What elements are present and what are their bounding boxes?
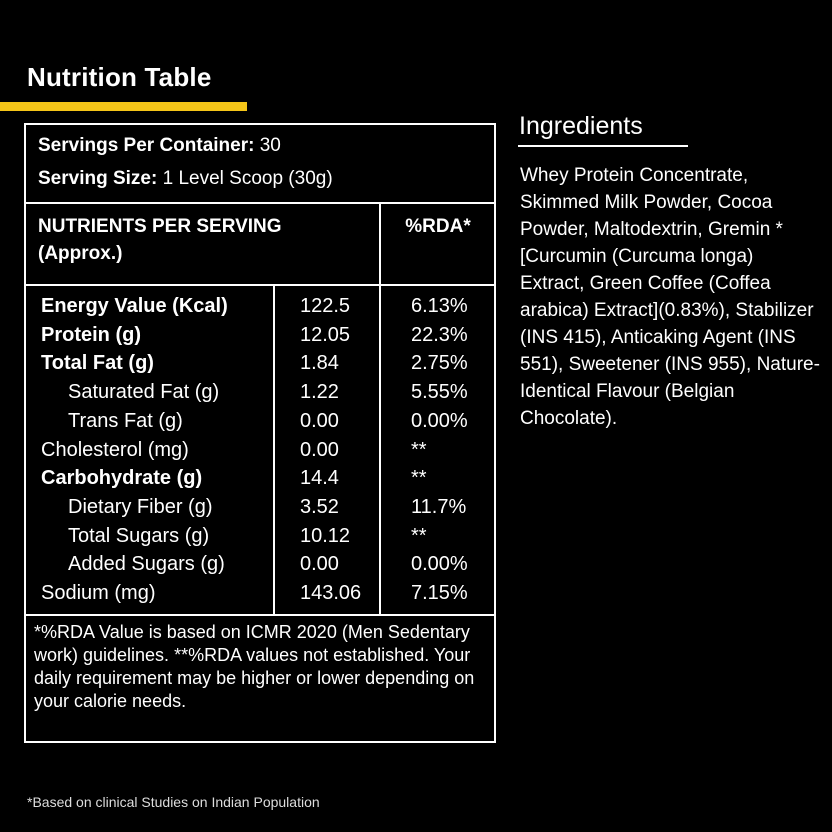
- nutrient-row: Dietary Fiber (g) 3.52 11.7%: [26, 496, 494, 525]
- nutrient-value: 0.00: [300, 409, 339, 432]
- nutrients-header: NUTRIENTS PER SERVING (Approx.): [38, 216, 282, 264]
- nutrient-name: Dietary Fiber (g): [68, 495, 213, 518]
- nutrient-row: Carbohydrate (g) 14.4 **: [26, 467, 494, 496]
- rda-footnote: *%RDA Value is based on ICMR 2020 (Men S…: [34, 622, 475, 711]
- nutrient-value: 122.5: [300, 295, 351, 317]
- nutrient-name: Sodium (mg): [41, 582, 156, 604]
- nutrient-rda: 5.55%: [411, 381, 468, 404]
- nutrient-row: Protein (g) 12.05 22.3%: [26, 324, 494, 353]
- nutrient-name: Energy Value (Kcal): [41, 295, 228, 317]
- serving-size-label: Serving Size:: [38, 168, 158, 189]
- nutrient-name: Total Fat (g): [41, 352, 154, 375]
- nutrient-rda: 0.00%: [411, 409, 468, 432]
- nutrient-row: Saturated Fat (g) 1.22 5.55%: [26, 381, 494, 410]
- nutrient-rda: **: [411, 438, 427, 461]
- nutrient-row: Total Fat (g) 1.84 2.75%: [26, 352, 494, 381]
- nutrient-rda: **: [411, 467, 427, 490]
- clinical-studies-note: *Based on clinical Studies on Indian Pop…: [27, 794, 320, 810]
- nutrient-name: Total Sugars (g): [68, 524, 210, 547]
- servings-label: Servings Per Container:: [38, 135, 255, 156]
- nutrient-value: 14.4: [300, 467, 339, 490]
- rda-header: %RDA*: [405, 216, 471, 237]
- nutrient-row: Energy Value (Kcal) 122.5 6.13%: [26, 295, 494, 324]
- nutrient-value: 0.00: [300, 438, 339, 461]
- nutrient-row: Sodium (mg) 143.06 7.15%: [26, 582, 494, 611]
- nutrition-table: Servings Per Container: 30 Serving Size:…: [24, 123, 496, 743]
- header-column-divider: [379, 202, 381, 284]
- nutrient-rda: 11.7%: [411, 495, 467, 518]
- divider: [26, 202, 494, 204]
- serving-size: Serving Size: 1 Level Scoop (30g): [38, 168, 333, 190]
- ingredients-underline: [518, 145, 688, 147]
- servings-value: 30: [259, 135, 281, 156]
- value-column-divider: [273, 284, 275, 614]
- nutrient-name: Cholesterol (mg): [41, 438, 189, 461]
- nutrient-rda: **: [411, 524, 427, 547]
- nutrient-row: Trans Fat (g) 0.00 0.00%: [26, 410, 494, 439]
- nutrient-value: 3.52: [300, 495, 339, 518]
- nutrient-rda: 22.3%: [411, 323, 468, 346]
- nutrient-rda: 2.75%: [411, 352, 468, 375]
- nutrient-rda: 6.13%: [411, 295, 468, 317]
- nutrient-value: 12.05: [300, 323, 351, 346]
- nutrient-row: Added Sugars (g) 0.00 0.00%: [26, 553, 494, 582]
- nutrient-name: Trans Fat (g): [68, 409, 183, 432]
- nutrient-name: Added Sugars (g): [68, 553, 225, 576]
- nutrient-value: 10.12: [300, 524, 351, 547]
- nutrition-table-title: Nutrition Table: [27, 62, 212, 92]
- nutrient-value: 0.00: [300, 553, 339, 576]
- rda-column-divider: [379, 284, 381, 614]
- nutrient-row: Cholesterol (mg) 0.00 **: [26, 439, 494, 468]
- nutrient-name: Saturated Fat (g): [68, 381, 220, 404]
- nutrient-rda: 7.15%: [411, 582, 468, 604]
- divider: [26, 614, 494, 616]
- title-accent-bar: [0, 102, 247, 111]
- divider: [26, 284, 494, 286]
- ingredients-text: Whey Protein Concentrate, Skimmed Milk P…: [520, 165, 820, 429]
- nutrient-row: Total Sugars (g) 10.12 **: [26, 525, 494, 554]
- nutrient-rda: 0.00%: [411, 553, 468, 576]
- nutrient-value: 143.06: [300, 582, 362, 604]
- nutrient-value: 1.22: [300, 381, 339, 404]
- serving-size-value: 1 Level Scoop (30g): [162, 168, 333, 189]
- nutrient-value: 1.84: [300, 352, 339, 375]
- nutrient-name: Carbohydrate (g): [41, 467, 203, 490]
- servings-per-container: Servings Per Container: 30: [38, 135, 281, 157]
- nutrient-name: Protein (g): [41, 323, 141, 346]
- ingredients-title: Ingredients: [519, 112, 643, 140]
